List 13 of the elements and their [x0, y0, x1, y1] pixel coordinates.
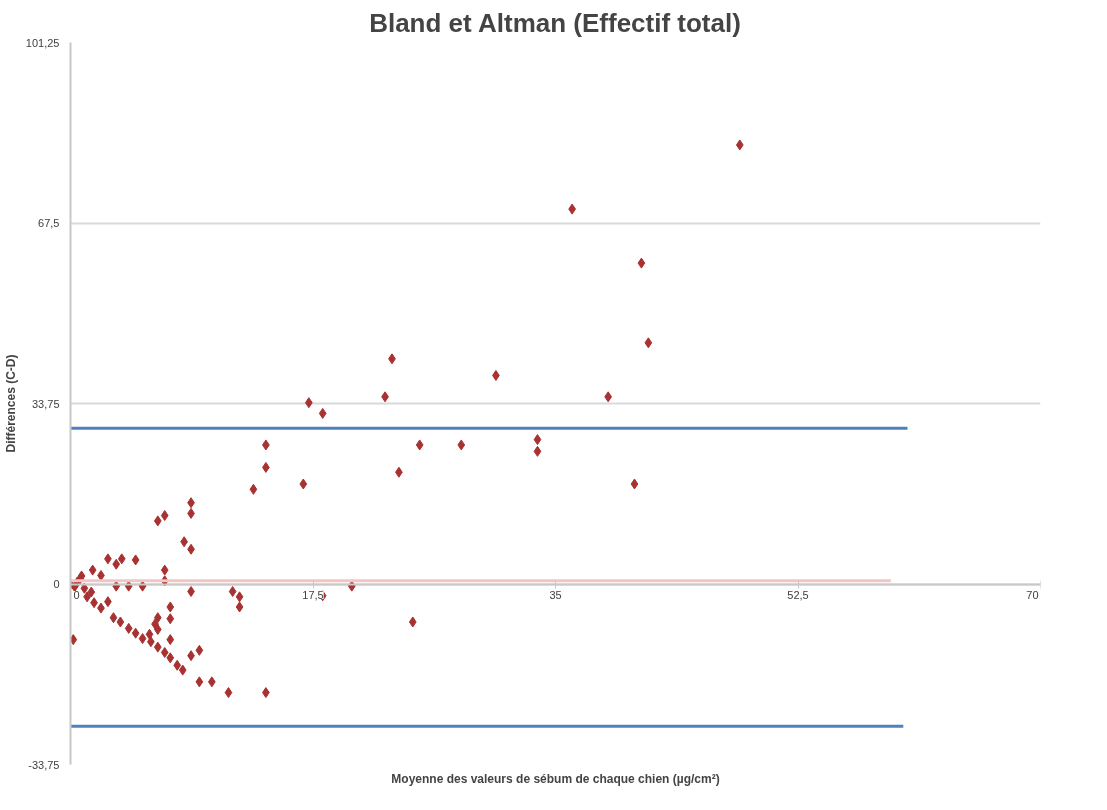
- y-tick-label: -33,75: [28, 758, 60, 771]
- x-tick-label: 70: [1026, 589, 1039, 601]
- x-tick-label: 35: [549, 589, 562, 601]
- y-tick-label: 33,75: [31, 397, 60, 410]
- x-axis-title: Moyenne des valeurs de sébum de chaque chien (µg/cm²): [391, 771, 720, 786]
- x-tick-label: 52,5: [787, 589, 809, 601]
- y-tick-label: 0: [53, 578, 60, 590]
- y-tick-label: 101,25: [25, 36, 60, 49]
- x-tick-label: 17,5: [302, 589, 324, 601]
- y-axis-title: Différences (C-D): [3, 354, 18, 453]
- y-tick-label: 67,5: [38, 217, 60, 229]
- x-tick-label: 0: [73, 589, 80, 601]
- chart-title: Bland et Altman (Effectif total): [369, 7, 741, 38]
